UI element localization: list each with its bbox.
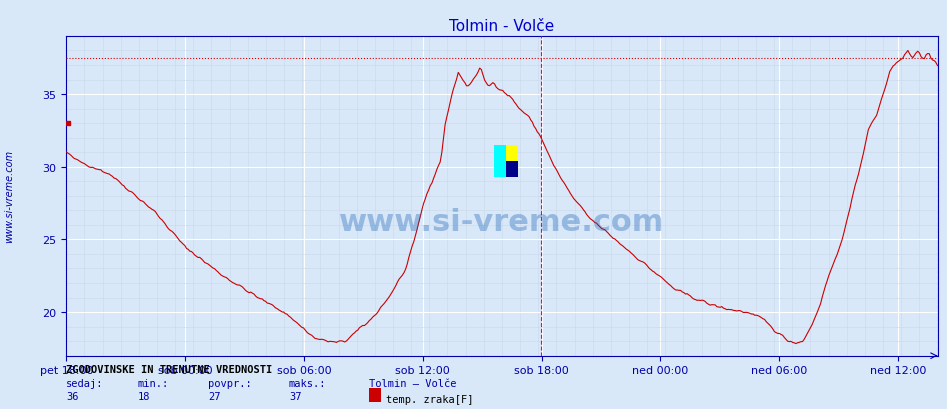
Text: 18: 18 bbox=[137, 391, 150, 401]
Text: maks.:: maks.: bbox=[289, 378, 327, 389]
Text: www.si-vreme.com: www.si-vreme.com bbox=[339, 207, 665, 236]
Text: temp. zraka[F]: temp. zraka[F] bbox=[386, 394, 474, 404]
Text: 27: 27 bbox=[208, 391, 221, 401]
Text: sedaj:: sedaj: bbox=[66, 378, 104, 389]
Title: Tolmin - Volče: Tolmin - Volče bbox=[449, 19, 555, 34]
Bar bbox=[494, 145, 507, 177]
Bar bbox=[507, 161, 518, 177]
Text: min.:: min.: bbox=[137, 378, 169, 389]
Text: povpr.:: povpr.: bbox=[208, 378, 252, 389]
Text: 36: 36 bbox=[66, 391, 79, 401]
Text: 37: 37 bbox=[289, 391, 301, 401]
Text: www.si-vreme.com: www.si-vreme.com bbox=[5, 150, 14, 243]
Bar bbox=[507, 145, 518, 161]
Text: Tolmin – Volče: Tolmin – Volče bbox=[369, 378, 456, 389]
Text: ZGODOVINSKE IN TRENUTNE VREDNOSTI: ZGODOVINSKE IN TRENUTNE VREDNOSTI bbox=[66, 364, 273, 374]
